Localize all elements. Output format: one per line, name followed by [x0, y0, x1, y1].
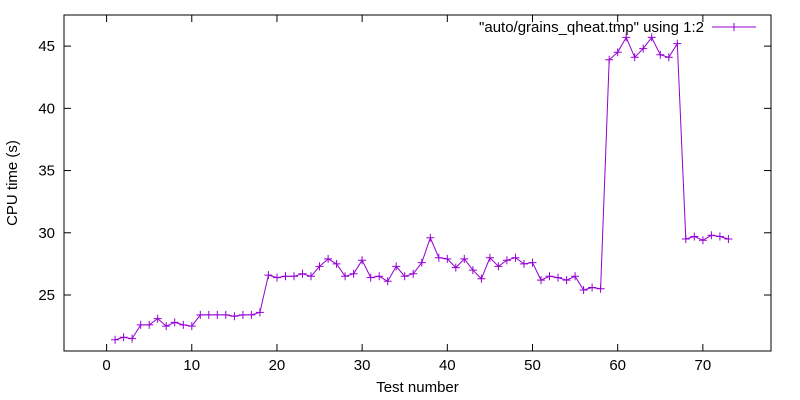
x-axis-ticks: 0 10 20 30 40 50 60 70: [102, 15, 711, 374]
data-point-marker: [111, 335, 120, 344]
data-point-marker: [630, 53, 639, 62]
data-point-marker: [588, 283, 597, 292]
legend-series-label: "auto/grains_qheat.tmp" using 1:2: [479, 19, 704, 36]
data-point-marker: [400, 272, 409, 281]
plot-frame: [63, 14, 772, 352]
data-point-marker: [622, 33, 631, 42]
data-point-marker: [324, 254, 333, 263]
data-point-marker: [170, 318, 179, 327]
data-point-marker: [375, 272, 384, 281]
data-point-marker: [247, 310, 256, 319]
data-point-marker: [230, 312, 239, 321]
data-point-marker: [451, 263, 460, 272]
y-tick-label: 30: [38, 225, 55, 242]
data-point-marker: [681, 235, 690, 243]
x-tick-label: 60: [609, 357, 626, 374]
y-axis-ticks: 25 30 35 40 45: [38, 38, 771, 304]
data-point-marker: [554, 273, 562, 282]
data-point-marker: [647, 33, 656, 42]
data-point-marker: [153, 314, 162, 323]
data-point-marker: [520, 259, 528, 268]
data-point-marker: [366, 273, 375, 282]
data-point-marker: [255, 308, 264, 317]
x-tick-label: 50: [524, 357, 541, 374]
data-point-marker: [383, 277, 392, 286]
data-point-marker: [664, 53, 673, 62]
data-point-marker: [409, 269, 418, 278]
legend: "auto/grains_qheat.tmp" using 1:2: [479, 19, 756, 36]
data-point-marker: [562, 276, 571, 285]
data-point-marker: [698, 236, 707, 245]
data-point-marker: [392, 262, 401, 271]
data-point-marker: [579, 286, 588, 294]
data-point-marker: [656, 50, 665, 59]
data-point-marker: [528, 258, 537, 267]
data-point-marker: [290, 272, 298, 281]
data-point-marker: [349, 269, 358, 278]
legend-series-marker: [730, 23, 738, 31]
y-tick-label: 35: [38, 163, 55, 180]
data-point-marker: [281, 272, 290, 281]
x-axis-label: Test number: [376, 379, 459, 396]
y-axis-label: CPU time (s): [4, 140, 21, 226]
data-point-marker: [264, 271, 273, 280]
data-point-marker: [613, 48, 622, 57]
data-point-marker: [273, 273, 281, 282]
x-tick-label: 70: [695, 357, 712, 374]
data-point-marker: [298, 269, 307, 278]
data-point-marker: [179, 320, 188, 329]
data-point-marker: [136, 320, 145, 329]
data-point-marker: [119, 333, 128, 342]
series-line: [114, 36, 729, 341]
data-point-marker: [545, 272, 554, 281]
data-point-marker: [213, 310, 222, 319]
data-point-marker: [443, 254, 452, 263]
data-point-marker: [187, 322, 196, 331]
data-point-marker: [468, 266, 477, 275]
x-tick-label: 20: [269, 357, 286, 374]
data-point-marker: [715, 232, 724, 241]
data-point-marker: [485, 253, 494, 262]
data-point-marker: [707, 231, 716, 240]
data-point-marker: [238, 310, 247, 319]
data-point-marker: [537, 276, 545, 285]
data-point-marker: [145, 320, 154, 329]
x-tick-label: 10: [183, 357, 200, 374]
data-point-marker: [426, 233, 435, 242]
data-point-marker: [502, 256, 511, 265]
data-point-marker: [196, 310, 205, 319]
data-point-marker: [417, 258, 426, 267]
data-point-marker: [332, 259, 341, 268]
data-point-marker: [341, 272, 350, 281]
data-point-marker: [434, 253, 443, 262]
y-tick-label: 25: [38, 287, 55, 304]
data-point-marker: [315, 262, 324, 271]
data-point-marker: [358, 256, 367, 265]
data-point-marker: [673, 39, 682, 48]
data-point-marker: [690, 232, 699, 241]
data-point-marker: [128, 334, 137, 343]
data-point-marker: [605, 55, 614, 64]
x-tick-label: 40: [439, 357, 456, 374]
data-point-marker: [596, 284, 605, 293]
data-point-marker: [162, 322, 171, 331]
data-point-marker: [511, 253, 520, 262]
y-tick-label: 40: [38, 100, 55, 117]
data-point-marker: [477, 274, 486, 283]
x-tick-label: 30: [354, 357, 371, 374]
data-point-marker: [221, 310, 230, 319]
data-point-marker: [307, 272, 315, 281]
data-point-marker: [724, 235, 733, 243]
y-tick-label: 45: [38, 38, 55, 55]
data-point-marker: [494, 262, 503, 271]
data-point-marker: [571, 272, 580, 281]
data-point-marker: [460, 254, 469, 263]
data-point-marker: [639, 44, 648, 53]
series-group: [111, 33, 733, 344]
x-tick-label: 0: [102, 357, 110, 374]
data-point-marker: [204, 310, 213, 319]
